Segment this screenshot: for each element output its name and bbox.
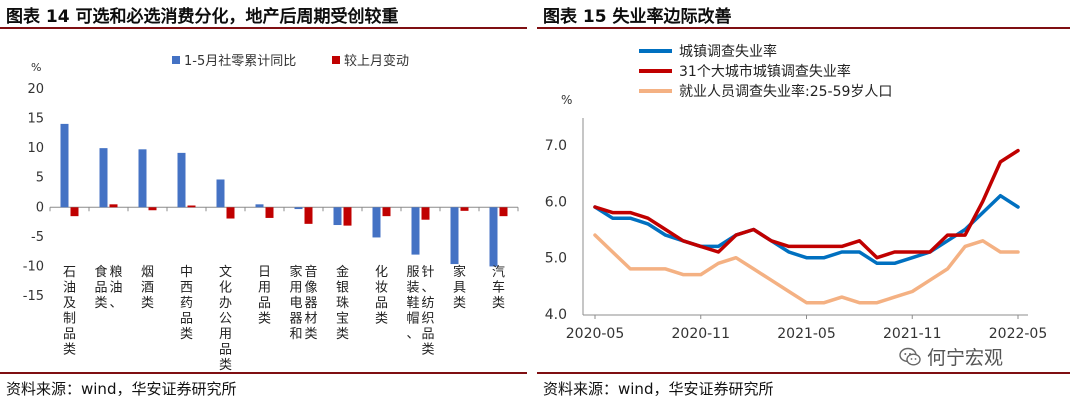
right-bottom-rule [537,372,1070,374]
bar-cumulative-3 [177,152,186,208]
bar-change-8 [382,207,391,217]
category-label-11: 汽车类 [492,265,505,311]
y-tick-label: 20 [27,82,44,97]
bar-cumulative-10 [450,207,459,265]
left-panel: 图表 14 可选和必选消费分化，地产后周期受创较重 1-5月社零累计同比 较上月变… [0,0,527,405]
bar-cumulative-6 [294,207,303,210]
bar-cumulative-5 [255,204,264,208]
bar-cumulative-7 [333,207,342,226]
category-label-10: 家具类 [453,264,466,311]
legend-label-cumulative: 1-5月社零累计同比 [184,53,296,69]
bar-chart: 1-5月社零累计同比 较上月变动% -15 -10 -5 0 5 10 15 20 石油及制品类 粮油… [23,53,519,373]
y-tick-label: 7.0 [545,138,567,154]
category-label-6: 音像器材类 [304,264,317,342]
bar-change-11 [499,207,508,217]
x-tick-label: 2021-11 [883,326,942,342]
category-label-3: 中西药品类 [180,265,193,342]
category-label-6: 家用电器和 [289,264,302,342]
bar-cumulative-9 [411,207,420,255]
y-tick-label: 6.0 [545,194,567,210]
category-label-5: 日用品类 [258,265,271,327]
category-label-4: 文化办公用品类 [219,265,232,373]
bar-change-9 [421,207,430,220]
y-tick-label: 4.0 [545,307,567,323]
category-label-8: 化妆品类 [375,265,388,327]
bar-change-1 [109,204,118,208]
watermark-text: 何宁宏观 [927,347,1004,369]
category-label-9: 针、纺织品类 [421,265,434,358]
bar-change-2 [148,207,157,211]
legend-label-change: 较上月变动 [344,53,409,69]
bar-change-5 [265,207,274,218]
bar-change-3 [187,205,196,208]
legend-label-2: 就业人员调查失业率:25-59岁人口 [679,83,892,100]
left-chart-title: 图表 14 可选和必选消费分化，地产后周期受创较重 [6,7,399,27]
y-tick-label: 15 [27,112,44,127]
right-chart-title: 图表 15 失业率边际改善 [543,7,732,27]
bar-cumulative-8 [372,207,381,238]
left-top-rule [0,27,527,29]
x-tick-label: 2020-11 [672,326,731,342]
bar-change-0 [70,207,79,217]
y-tick-label: 5.0 [545,251,567,267]
bar-cumulative-2 [138,149,147,208]
y-unit-label: % [561,93,572,107]
bar-cumulative-1 [99,148,108,208]
bar-cumulative-11 [489,207,498,267]
category-label-0: 石油及制品类 [63,265,76,358]
legend-swatch-cumulative [172,56,180,64]
legend-swatch-change [332,56,340,64]
right-source-note: 资料来源：wind，华安证券研究所 [543,380,774,398]
right-panel: 图表 15 失业率边际改善 城镇调查失业率 31个大城市城镇调查失业率就业人员调查… [537,0,1070,405]
bar-change-6 [304,207,313,224]
x-tick-label: 2022-05 [989,326,1048,342]
series-line-0 [593,193,1020,266]
y-tick-label: 5 [36,171,44,186]
bar-change-4 [226,207,235,219]
category-label-1: 粮油、 [109,265,122,311]
bar-cumulative-4 [216,179,225,208]
y-tick-label: 10 [27,141,44,156]
y-tick-label: -5 [31,230,44,245]
bar-change-7 [343,207,352,226]
x-tick-label: 2020-05 [566,326,625,342]
watermark: 何宁宏观 [899,343,1003,370]
y-unit-label: % [31,61,41,74]
legend-label-0: 城镇调查失业率 [679,43,777,60]
bar-cumulative-0 [60,123,69,208]
bar-change-10 [460,207,469,211]
left-source-note: 资料来源：wind，华安证券研究所 [6,380,237,398]
category-label-7: 金银珠宝类 [336,264,349,342]
y-tick-label: -10 [23,259,44,274]
series-line-1 [593,148,1020,260]
y-tick-label: 0 [36,200,44,215]
left-bottom-rule [0,372,527,374]
series-line-2 [593,233,1020,305]
right-top-rule [537,27,1070,29]
wechat-icon [899,347,921,366]
category-label-1: 食品类 [94,264,107,311]
category-label-9: 服装鞋帽、 [406,265,419,342]
y-tick-label: -15 [23,289,44,304]
x-tick-label: 2021-05 [777,326,836,342]
legend-label-1: 31个大城市城镇调查失业率 [679,63,851,80]
category-label-2: 烟酒类 [141,265,154,311]
